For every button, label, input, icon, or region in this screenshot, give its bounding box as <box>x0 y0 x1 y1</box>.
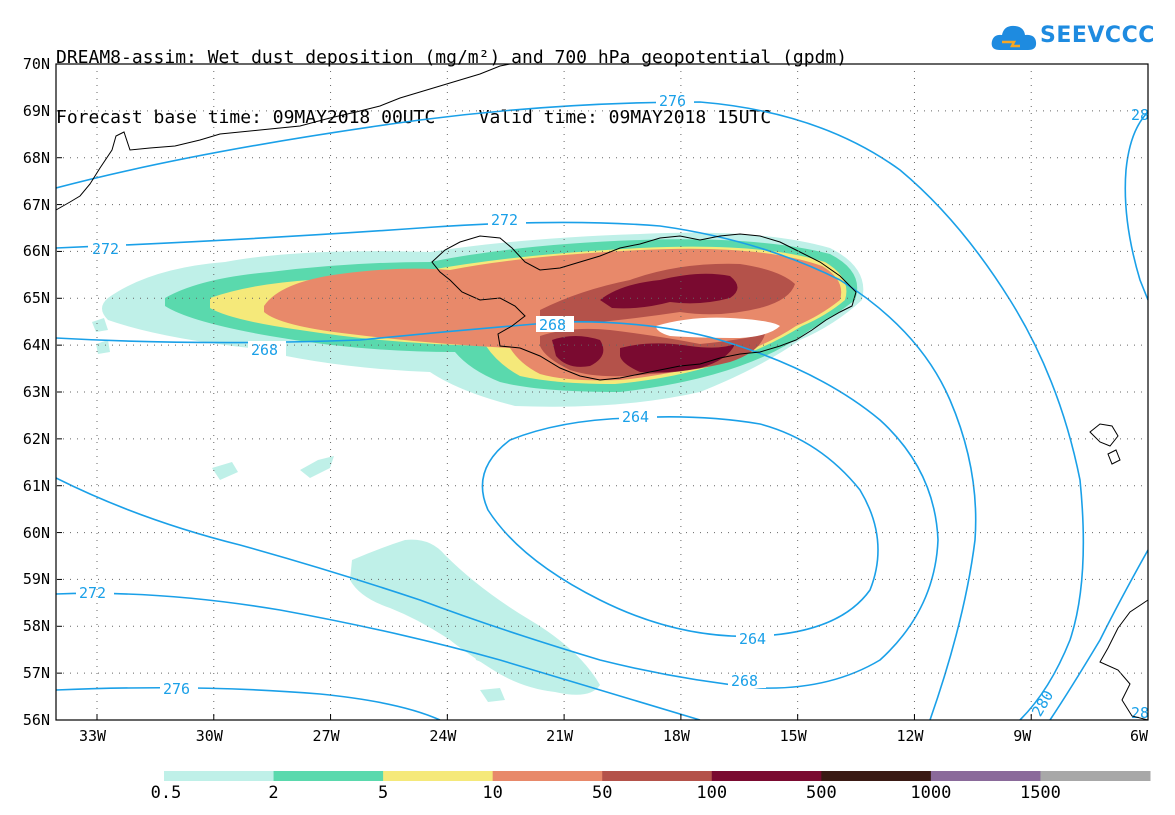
contour-label: 268 <box>539 316 566 334</box>
lat-label: 66N <box>22 242 50 261</box>
logo-text: SEEVCCC <box>1040 23 1155 48</box>
lat-label: 70N <box>22 55 50 73</box>
contour-28-east <box>1124 111 1148 301</box>
lat-label: 59N <box>22 570 50 589</box>
lat-label: 56N <box>22 711 50 729</box>
contour-label: 28 <box>1131 106 1149 124</box>
dust-patch-south <box>350 539 600 695</box>
contour-label: 268 <box>251 341 278 359</box>
legend-swatch <box>273 771 384 781</box>
legend-label: 100 <box>696 783 728 803</box>
legend-label: 50 <box>591 783 613 803</box>
contour-264 <box>481 416 879 638</box>
contour-label: 268 <box>731 672 758 690</box>
lon-label: 27W <box>312 727 340 745</box>
iceland-coast <box>431 233 857 381</box>
title-line-2: Forecast base time: 09MAY2018 00UTC Vali… <box>56 107 772 128</box>
contour-276-south <box>56 686 441 720</box>
legend-swatch <box>821 771 932 781</box>
legend-label: 5 <box>377 783 389 803</box>
contour-label: 272 <box>79 584 106 602</box>
lat-label: 64N <box>22 336 50 355</box>
lon-label: 15W <box>779 727 807 745</box>
legend-label: 2 <box>268 783 279 803</box>
greenland-coast <box>55 63 511 211</box>
coastlines <box>55 63 1149 721</box>
lon-label: 18W <box>662 727 690 745</box>
dust-patch-sw <box>92 318 110 354</box>
legend-bar <box>164 771 1151 781</box>
lon-label: 12W <box>896 727 924 745</box>
faroe-islands <box>1089 423 1121 465</box>
lat-label: 63N <box>22 383 50 401</box>
contour-label: 276 <box>163 680 190 698</box>
legend-swatch <box>1040 771 1151 781</box>
contour-280 <box>1049 549 1148 720</box>
lon-label: 33W <box>79 727 107 745</box>
lat-label: 61N <box>22 476 50 495</box>
contour-268 <box>56 321 939 689</box>
legend-label: 500 <box>805 783 837 803</box>
legend-label: 1500 <box>1019 783 1061 803</box>
legend-swatch <box>492 771 603 781</box>
contour-label: 264 <box>739 630 766 648</box>
seevccc-logo: SEEVCCC <box>990 20 1154 56</box>
legend-label: 0.5 <box>150 783 182 803</box>
scotland-coast <box>1099 599 1149 721</box>
map-title: DREAM8-assim: Wet dust deposition (mg/m²… <box>56 8 847 148</box>
contour-label: 276 <box>659 92 686 110</box>
lat-label: 65N <box>22 289 50 308</box>
lon-label: 9W <box>1013 727 1032 745</box>
dust-level-100 <box>552 273 738 373</box>
lat-label: 58N <box>22 617 50 636</box>
contour-label: 28 <box>1131 704 1149 722</box>
legend-swatch <box>930 771 1041 781</box>
title-line-1: DREAM8-assim: Wet dust deposition (mg/m²… <box>56 47 848 68</box>
legend-label: 10 <box>482 783 503 803</box>
lat-label: 57N <box>22 664 50 683</box>
lat-label: 60N <box>22 523 50 542</box>
lat-label: 67N <box>22 195 50 214</box>
legend-swatch <box>711 771 822 781</box>
lon-label: 21W <box>546 727 574 745</box>
legend-label: 1000 <box>910 783 952 803</box>
legend-swatch <box>602 771 713 781</box>
dust-field <box>92 232 864 702</box>
contour-label: 264 <box>622 408 649 426</box>
legend-swatch <box>164 771 275 781</box>
lon-label: 24W <box>429 727 457 745</box>
contour-label: 272 <box>92 240 119 258</box>
contour-label: 272 <box>491 211 518 229</box>
lon-label: 6W <box>1130 727 1149 745</box>
lon-label: 30W <box>195 727 223 745</box>
contour-labels: 276 272 272 268 268 264 264 268 272 276 … <box>76 92 1149 722</box>
contour-272-north <box>56 221 977 720</box>
contour-276-north <box>56 101 1085 720</box>
lat-label: 68N <box>22 148 50 167</box>
geopotential-contours <box>56 101 1148 720</box>
legend-swatch <box>383 771 494 781</box>
contour-272-south <box>56 592 701 720</box>
lat-label: 62N <box>22 429 50 448</box>
cloud-icon <box>991 25 1037 50</box>
dust-gap <box>656 317 780 338</box>
lat-label: 69N <box>22 101 50 120</box>
